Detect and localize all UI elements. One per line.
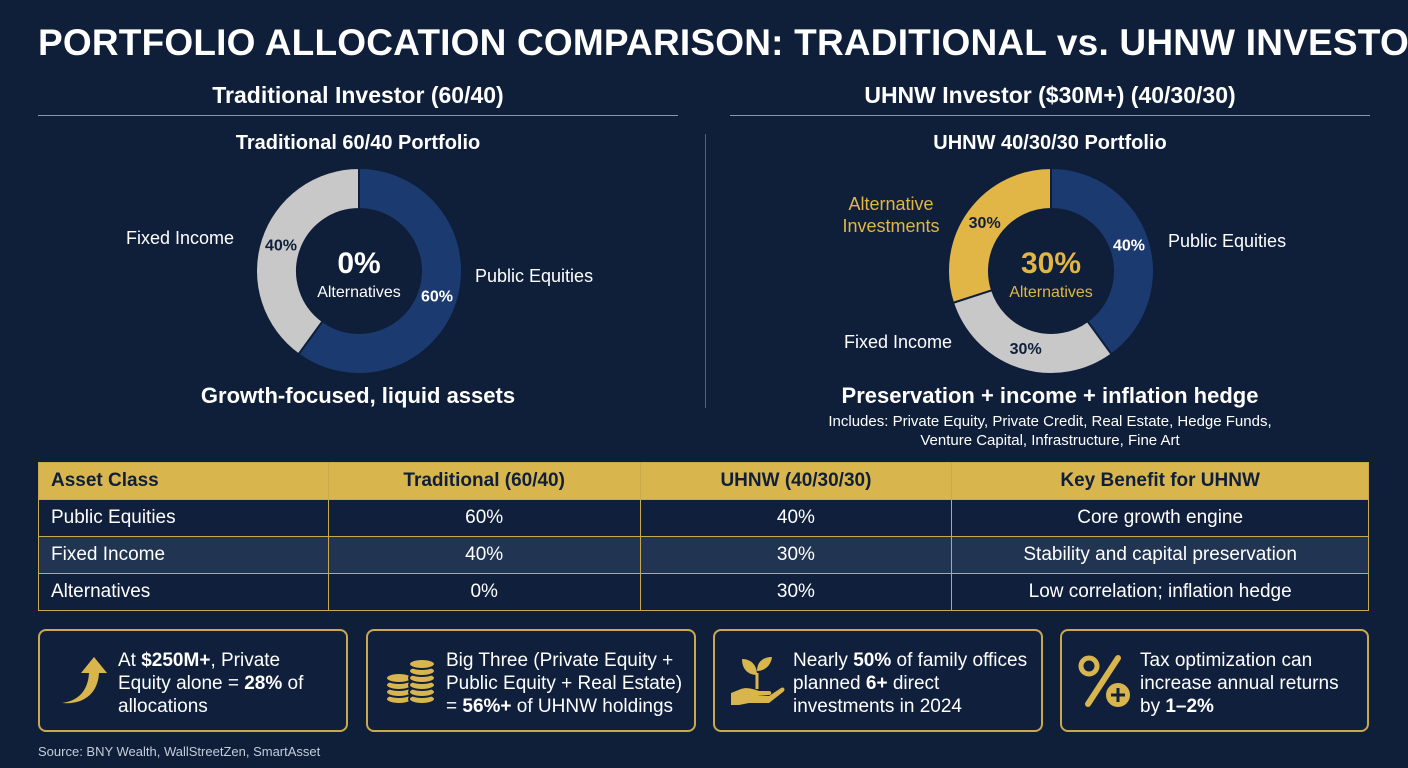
- section-title-traditional: Traditional Investor (60/40): [212, 82, 504, 108]
- table-cell: 40%: [327, 536, 641, 574]
- allocation-table: Asset Class Traditional (60/40) UHNW (40…: [38, 462, 1369, 611]
- stat-text-segment: Tax optimization can increase annual ret…: [1140, 650, 1339, 717]
- donut-traditional: 60% 40% 0% Alternatives: [254, 166, 464, 376]
- stat-highlight: 56%+: [462, 696, 512, 717]
- stat-text-segment: of family offices planned: [793, 650, 1028, 694]
- chart-title-uhnw: UHNW 40/30/30 Portfolio: [933, 132, 1167, 154]
- table-cell: 60%: [327, 499, 641, 537]
- donut-center-value: 0%: [337, 247, 380, 280]
- arrow-up-icon: [54, 653, 110, 709]
- page-title: PORTFOLIO ALLOCATION COMPARISON: TRADITI…: [38, 22, 1408, 63]
- plant-hand-icon: [729, 653, 785, 709]
- label-public-equities-traditional: Public Equities: [475, 266, 594, 286]
- caption-uhnw: Preservation + income + inflation hedge: [841, 383, 1259, 408]
- stat-card-big-three: Big Three (Private Equity + Public Equit…: [366, 629, 696, 732]
- stat-highlight: 1–2%: [1165, 696, 1214, 717]
- vertical-divider: [705, 134, 706, 408]
- donut-hole: [989, 209, 1113, 333]
- stat-text-segment: Big Three (Private Equity + Public Equit…: [446, 650, 683, 717]
- table-cell: Core growth engine: [951, 499, 1369, 537]
- caption-traditional: Growth-focused, liquid assets: [200, 383, 516, 408]
- stat-text-segment: , Private Equity alone =: [118, 650, 281, 694]
- donut-center-value: 30%: [1021, 247, 1081, 280]
- table-cell: Alternatives: [38, 573, 329, 611]
- label-fixed-income-traditional: Fixed Income: [126, 228, 235, 248]
- table-cell: 40%: [639, 499, 953, 537]
- stat-highlight: $250M+: [141, 650, 211, 671]
- table-cell: 30%: [639, 536, 953, 574]
- col-header-key-benefit: Key Benefit for UHNW: [951, 462, 1369, 500]
- col-header-asset-class: Asset Class: [38, 462, 329, 500]
- stat-text-big-three: Big Three (Private Equity + Public Equit…: [446, 649, 694, 718]
- table-cell: Fixed Income: [38, 536, 329, 574]
- table-row: Alternatives 0% 30% Low correlation; inf…: [38, 573, 1369, 611]
- table-cell: 30%: [639, 573, 953, 611]
- donut-hole: [297, 209, 421, 333]
- stat-text-segment: At: [118, 650, 142, 671]
- includes-line-1: Includes: Private Equity, Private Credit…: [828, 413, 1272, 430]
- stat-card-tax-optimization: Tax optimization can increase annual ret…: [1060, 629, 1369, 732]
- stat-text-tax-optimization: Tax optimization can increase annual ret…: [1140, 649, 1360, 718]
- label-fixed-income-uhnw: Fixed Income: [844, 332, 953, 352]
- section-title-uhnw: UHNW Investor ($30M+) (40/30/30): [864, 82, 1236, 108]
- col-header-traditional: Traditional (60/40): [327, 462, 641, 500]
- includes-note: Includes: Private Equity, Private Credit…: [730, 412, 1370, 450]
- source-note: Source: BNY Wealth, WallStreetZen, Smart…: [38, 744, 321, 759]
- donut-uhnw: 40% 30% 30% 30% Alternatives: [946, 166, 1156, 376]
- table-cell: Stability and capital preservation: [951, 536, 1369, 574]
- stat-card-private-equity: At $250M+, Private Equity alone = 28% of…: [38, 629, 348, 732]
- donut-slice-value: 30%: [969, 215, 1001, 232]
- label-alternatives-line-1: Alternative: [848, 194, 934, 214]
- donut-slice-value: 40%: [265, 238, 297, 255]
- label-alternatives-uhnw: Alternative Investments: [828, 193, 954, 237]
- label-alternatives-line-2: Investments: [842, 216, 940, 236]
- section-rule-right: [730, 115, 1370, 116]
- coin-stack-icon: [382, 653, 438, 709]
- col-header-uhnw: UHNW (40/30/30): [639, 462, 953, 500]
- stat-text-segment: direct investments in 2024: [793, 673, 962, 717]
- donut-center-label: Alternatives: [1009, 284, 1093, 301]
- stat-highlight: 28%: [244, 673, 283, 694]
- donut-slice-value: 40%: [1113, 238, 1145, 255]
- stat-text-private-equity: At $250M+, Private Equity alone = 28% of…: [118, 649, 336, 718]
- stat-text-segment: Nearly: [793, 650, 854, 671]
- includes-line-2: Venture Capital, Infrastructure, Fine Ar…: [920, 432, 1180, 449]
- stat-highlight: 6+: [865, 673, 888, 694]
- section-rule-left: [38, 115, 678, 116]
- stat-text-family-offices: Nearly 50% of family offices planned 6+ …: [793, 649, 1029, 718]
- table-cell: Low correlation; inflation hedge: [951, 573, 1369, 611]
- chart-title-traditional: Traditional 60/40 Portfolio: [235, 132, 481, 154]
- donut-slice-value: 60%: [421, 288, 453, 305]
- table-cell: Public Equities: [38, 499, 329, 537]
- stat-card-family-offices: Nearly 50% of family offices planned 6+ …: [713, 629, 1043, 732]
- donut-slice-value: 30%: [1010, 341, 1042, 358]
- stat-text-segment: of allocations: [118, 673, 304, 717]
- stat-highlight: 50%: [853, 650, 892, 671]
- donut-center-label: Alternatives: [317, 284, 401, 301]
- percent-plus-icon: [1076, 653, 1132, 709]
- table-row: Fixed Income 40% 30% Stability and capit…: [38, 536, 1369, 574]
- table-cell: 0%: [327, 573, 641, 611]
- stat-text-segment: of UHNW holdings: [511, 696, 674, 717]
- table-row: Public Equities 60% 40% Core growth engi…: [38, 499, 1369, 537]
- table-header-row: Asset Class Traditional (60/40) UHNW (40…: [38, 462, 1369, 500]
- label-public-equities-uhnw: Public Equities: [1168, 231, 1287, 251]
